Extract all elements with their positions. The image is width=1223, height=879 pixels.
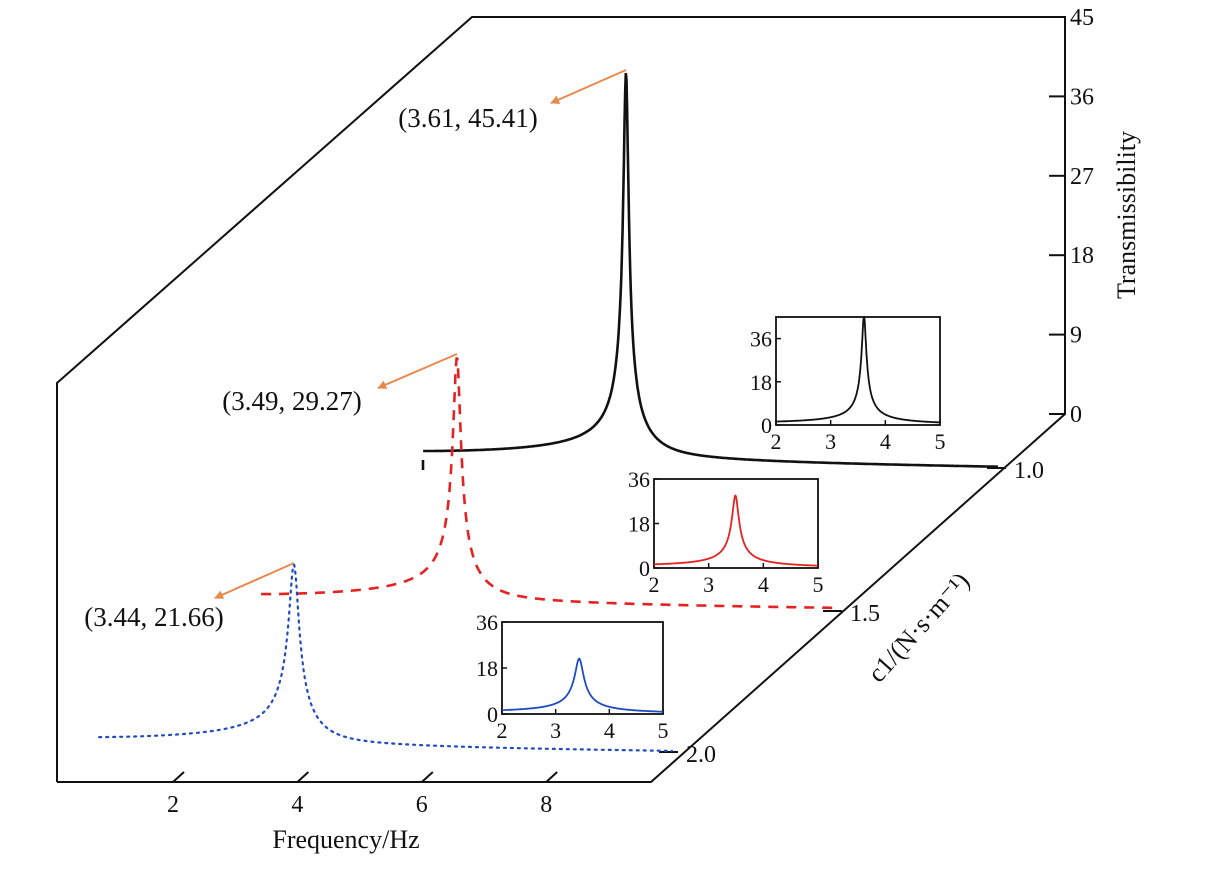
peak-arrow-c1-2.0 — [214, 562, 295, 599]
inset-y-tick-label: 0 — [487, 702, 498, 727]
inset-y-tick-label: 18 — [476, 656, 498, 681]
inset-x-tick-label: 2 — [649, 572, 660, 597]
inset-chart-c1-1.5: 2 3 4 5 0 18 36 — [628, 467, 824, 597]
peak-label-c1-1.5: (3.49, 29.27) — [222, 386, 361, 416]
frequency-tick-label: 4 — [291, 792, 303, 818]
series-line-c1-2.0 — [98, 563, 674, 753]
inset-chart-c1-2.0: 2 3 4 5 0 18 36 — [476, 610, 669, 743]
series-layer — [98, 72, 998, 753]
frequency-tick-label: 2 — [167, 792, 179, 818]
inset-series-line — [654, 494, 819, 567]
peak-arrow-c1-1.0 — [550, 69, 627, 104]
transmissibility-axis: 0 9 18 27 36 45 — [1049, 5, 1094, 428]
inset-series-line — [502, 657, 663, 713]
frequency-tick — [296, 771, 310, 783]
inset-x-tick-label: 5 — [813, 572, 824, 597]
inset-y-tick-label: 0 — [639, 556, 650, 581]
frequency-tick-label: 8 — [540, 792, 552, 818]
series-line-c1-1.0 — [423, 72, 998, 469]
inset-x-tick-label: 5 — [658, 718, 669, 743]
transmissibility-tick-label: 27 — [1070, 164, 1094, 190]
depth-tick-label: 2.0 — [686, 742, 716, 768]
frequency-tick — [172, 771, 185, 783]
inset-x-tick-label: 2 — [497, 718, 508, 743]
inset-x-tick-label: 4 — [604, 718, 615, 743]
inset-x-tick-label: 5 — [935, 429, 946, 454]
inset-frame — [653, 478, 819, 569]
inset-x-tick-label: 3 — [825, 429, 836, 454]
inset-frame — [775, 316, 941, 426]
peak-label-c1-1.0: (3.61, 45.41) — [398, 103, 537, 133]
inset-x-tick-label: 4 — [758, 572, 769, 597]
inset-series-line — [776, 316, 940, 424]
inset-x-tick-label: 2 — [771, 429, 782, 454]
frequency-tick — [545, 771, 558, 783]
inset-y-tick-label: 36 — [628, 467, 650, 492]
transmissibility-tick-label: 36 — [1070, 84, 1094, 110]
transmissibility-tick-label: 0 — [1070, 402, 1082, 428]
peak-annotations: (3.61, 45.41) (3.49, 29.27) (3.44, 21.66… — [84, 69, 627, 632]
inset-chart-c1-1.0: 2 3 4 5 0 18 36 — [750, 316, 946, 454]
depth-tick-label: 1.0 — [1014, 458, 1044, 484]
inset-y-tick-label: 18 — [750, 370, 772, 395]
transmissibility-axis-title: Transmissibility — [1112, 131, 1141, 299]
inset-y-tick-label: 36 — [476, 610, 498, 635]
transmissibility-tick-label: 9 — [1070, 323, 1082, 349]
depth-axis: 1.0 1.5 2.0 — [659, 458, 1044, 768]
peak-label-c1-2.0: (3.44, 21.66) — [84, 602, 223, 632]
inset-x-tick-label: 3 — [550, 718, 561, 743]
frequency-axis-title: Frequency/Hz — [272, 825, 419, 854]
series-line-c1-1.5 — [260, 357, 834, 610]
peak-arrow-c1-1.5 — [377, 353, 458, 389]
transmissibility-tick-label: 45 — [1070, 5, 1094, 31]
transmissibility-tick-label: 18 — [1070, 243, 1094, 269]
frequency-tick-label: 6 — [416, 792, 428, 818]
inset-y-tick-label: 0 — [761, 413, 772, 438]
inset-y-tick-label: 18 — [628, 512, 650, 537]
depth-tick-label: 1.5 — [850, 601, 880, 627]
depth-axis-title: c1/(N·s·m⁻¹) — [862, 567, 975, 688]
inset-x-tick-label: 4 — [880, 429, 891, 454]
inset-y-tick-label: 36 — [750, 327, 772, 352]
frequency-tick — [421, 771, 434, 783]
inset-x-tick-label: 3 — [703, 572, 714, 597]
frequency-axis: 2 4 6 8 — [167, 771, 558, 818]
